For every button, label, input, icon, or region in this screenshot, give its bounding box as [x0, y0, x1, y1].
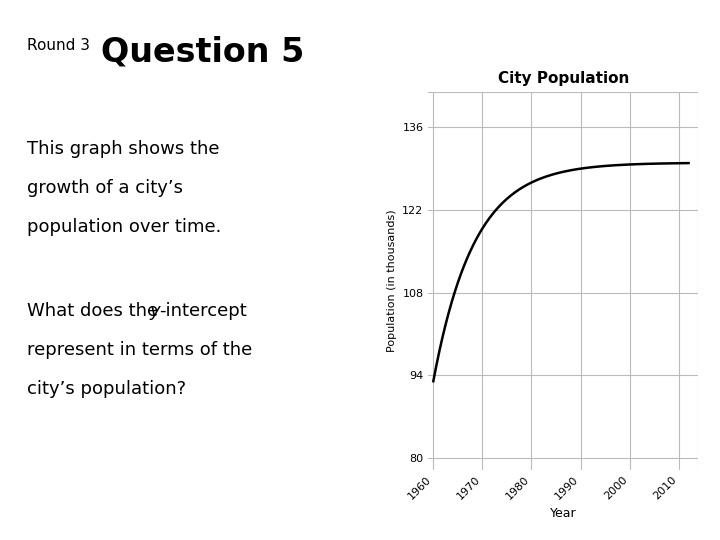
- Title: City Population: City Population: [498, 71, 629, 86]
- Text: What does the: What does the: [27, 302, 164, 320]
- Text: population over time.: population over time.: [27, 218, 222, 236]
- Text: This graph shows the: This graph shows the: [27, 140, 220, 158]
- Text: Question 5: Question 5: [101, 35, 305, 68]
- Text: y: y: [150, 302, 161, 320]
- Text: represent in terms of the: represent in terms of the: [27, 341, 253, 359]
- Text: Round 3: Round 3: [27, 38, 90, 53]
- X-axis label: Year: Year: [550, 507, 577, 520]
- Text: growth of a city’s: growth of a city’s: [27, 179, 183, 197]
- Y-axis label: Population (in thousands): Population (in thousands): [387, 210, 397, 352]
- Text: city’s population?: city’s population?: [27, 380, 186, 398]
- Text: -intercept: -intercept: [158, 302, 246, 320]
